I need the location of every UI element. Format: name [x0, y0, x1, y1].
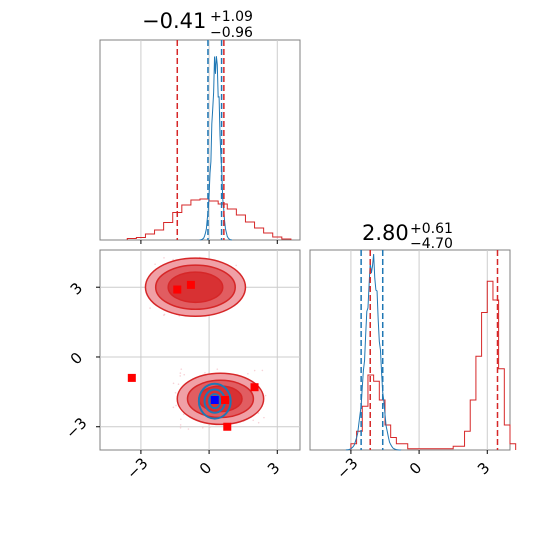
tick-label-y-param2: −3 — [62, 414, 90, 442]
scatter-sample-point — [201, 426, 204, 429]
panel-hist-param2-frame — [309, 249, 511, 451]
scatter-sample-point — [163, 257, 165, 259]
hist-param1-layer — [126, 40, 292, 241]
tick-label-x-param1: −3 — [123, 454, 151, 482]
contour-blue — [208, 393, 222, 410]
marker-red — [173, 285, 182, 294]
scatter-sample-point — [179, 372, 182, 374]
histogram-param2-blue — [345, 254, 402, 451]
scatter-sample-point — [264, 394, 267, 397]
title-param1-plus: +1.09 — [210, 9, 253, 25]
marker-red — [186, 280, 195, 289]
scatter-sample-point — [163, 314, 165, 316]
scatter-sample-point — [172, 258, 174, 261]
hist-param2-layer — [345, 250, 517, 451]
scatter-sample-point — [180, 368, 183, 370]
scatter-sample-point — [253, 369, 256, 372]
contour-red — [167, 271, 224, 304]
scatter-sample-point — [174, 391, 177, 394]
tick-label-x-param2: 3 — [474, 459, 493, 478]
scatter-sample-point — [183, 373, 186, 376]
scatter-sample-point — [235, 264, 237, 267]
scatter-sample-point — [187, 428, 190, 430]
tick-label-x-param1: 3 — [264, 459, 283, 478]
tick-label-x-param2: 0 — [406, 459, 425, 478]
tick-label-x-param2: −3 — [333, 454, 361, 482]
marker-red — [223, 422, 232, 431]
tick-label-y-param2: 3 — [67, 279, 86, 298]
scatter-sample-point — [247, 372, 249, 375]
scatter-sample-point — [216, 368, 219, 370]
scatter-sample-point — [261, 369, 264, 372]
title-param1-minus: −0.96 — [210, 25, 253, 41]
marker-red — [127, 373, 136, 382]
scatter-sample-point — [252, 419, 255, 422]
panel-hist-param1-frame — [99, 39, 301, 241]
title-param2-median: 2.80 — [362, 221, 409, 245]
marker-blue — [210, 396, 219, 404]
histogram-param2-red — [350, 280, 517, 450]
histogram-param1-blue — [199, 56, 232, 241]
scatter-sample-point — [179, 426, 182, 429]
marker-red — [250, 383, 259, 392]
title-param2: 2.80 +0.61 −4.70 — [362, 221, 453, 252]
marker-red — [221, 396, 229, 404]
scatter-sample-point — [182, 413, 185, 416]
contour-blue — [197, 382, 232, 420]
scatter-sample-point — [177, 383, 180, 386]
title-param1: −0.41 +1.09 −0.96 — [142, 9, 253, 41]
scatter-sample-point — [149, 307, 151, 309]
scatter-sample-point — [172, 382, 175, 385]
title-param2-plus: +0.61 — [410, 221, 453, 237]
scatter-sample-point — [209, 426, 211, 428]
scatter-contour-layer — [127, 256, 267, 431]
title-param2-minus: −4.70 — [410, 236, 453, 252]
scatter-sample-point — [179, 424, 182, 426]
scatter-sample-point — [180, 418, 182, 421]
scatter-sample-point — [172, 406, 175, 409]
tick-label-y-param2: 0 — [67, 349, 86, 368]
scatter-sample-point — [154, 263, 156, 265]
title-param1-median: −0.41 — [142, 9, 206, 33]
tick-label-x-param1: 0 — [196, 459, 215, 478]
scatter-sample-point — [204, 372, 206, 374]
scatter-sample-point — [179, 375, 182, 377]
scatter-sample-point — [263, 416, 265, 419]
scatter-sample-point — [257, 421, 260, 424]
scatter-sample-point — [175, 404, 177, 407]
